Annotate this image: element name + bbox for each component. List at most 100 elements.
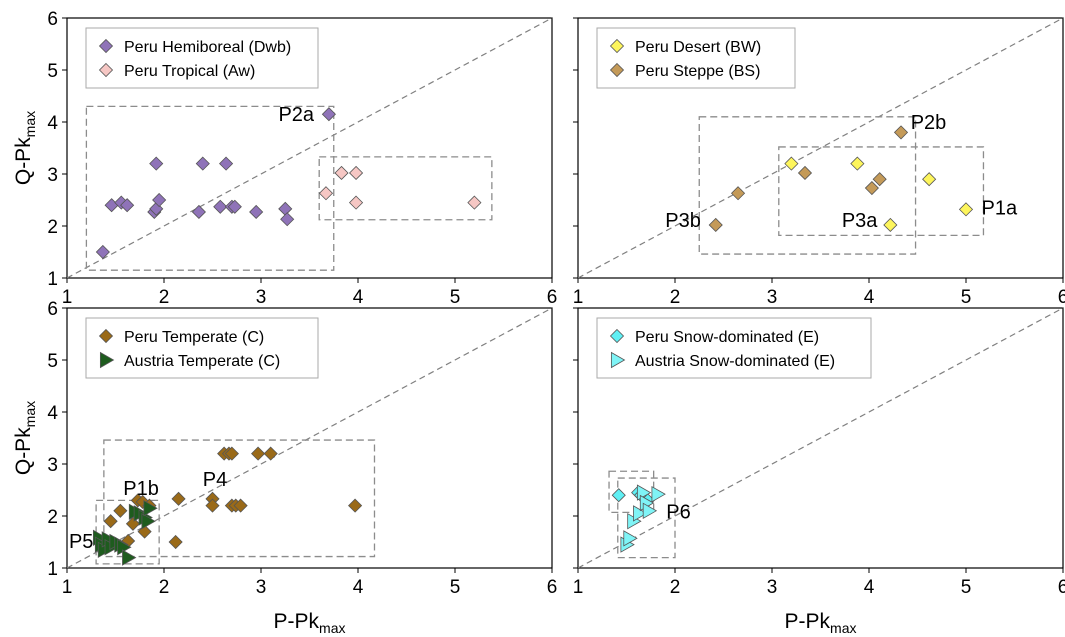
one-to-one-line <box>577 17 1064 279</box>
x-tick-label: 4 <box>353 287 364 308</box>
y-tick-label: 2 <box>47 507 58 528</box>
legend-label: Austria Temperate (C) <box>124 353 280 370</box>
chart-panel-2: 1 2 3 4 5 6 P2b P3a P3b P1a Peru Desert (BW) Peru S… <box>573 17 1065 308</box>
series-2 <box>708 125 909 233</box>
y-axis-label-main: Q-Pk <box>12 427 35 475</box>
x-tick-label: 6 <box>547 577 558 598</box>
legend-box <box>85 27 319 89</box>
legend-marker <box>609 328 625 344</box>
series-1 <box>103 446 363 550</box>
data-point <box>168 534 183 550</box>
y-axis-label-main: Q-Pk <box>12 137 35 185</box>
x-tick-label: 3 <box>767 577 778 598</box>
data-point <box>152 192 167 208</box>
data-point <box>784 156 799 171</box>
legend: Peru Hemiboreal (Dwb) Peru Tropical (Aw) <box>85 27 319 89</box>
x-tick-label: 1 <box>62 577 73 598</box>
legend-marker <box>610 351 626 369</box>
data-point <box>251 446 266 461</box>
series-2 <box>92 500 158 566</box>
cluster-box <box>103 439 376 558</box>
data-point <box>205 498 220 513</box>
x-axis-label-main: P-Pk <box>274 610 320 633</box>
point-label: P2b <box>911 112 947 134</box>
plot-frame <box>577 17 1064 279</box>
data-point <box>122 549 137 566</box>
axis-ticks: 1 2 3 4 5 6 <box>573 307 1065 598</box>
x-tick-label: 1 <box>573 577 584 598</box>
point-label: P3a <box>842 210 878 232</box>
axis-ticks: 1 2 3 4 5 6 1 2 3 4 5 6 <box>47 299 557 598</box>
data-point <box>249 204 264 220</box>
x-tick-label: 5 <box>961 577 972 598</box>
x-tick-label: 2 <box>670 577 681 598</box>
legend: Peru Desert (BW) Peru Steppe (BS) <box>596 27 796 89</box>
y-tick-label: 3 <box>47 165 58 186</box>
data-point <box>348 498 363 513</box>
data-point <box>642 502 658 519</box>
x-tick-label: 5 <box>450 577 461 598</box>
x-tick-label: 5 <box>961 287 972 308</box>
legend-label: Peru Hemiboreal (Dwb) <box>124 39 291 56</box>
data-point <box>227 199 242 214</box>
point-label: P1b <box>123 478 159 500</box>
legend-label: Peru Snow-dominated (E) <box>635 329 819 346</box>
data-point <box>141 513 156 530</box>
cluster-box <box>608 470 655 514</box>
data-point <box>864 180 879 196</box>
data-point <box>893 125 909 140</box>
legend: Peru Snow-dominated (E) Austria Snow-domi… <box>596 317 872 379</box>
point-label: P3b <box>665 210 701 232</box>
x-tick-label: 2 <box>159 287 170 308</box>
data-point <box>137 524 152 539</box>
data-point <box>348 165 364 181</box>
legend: Peru Temperate (C) Austria Temperate (C) <box>85 317 319 379</box>
data-point <box>922 172 937 187</box>
chart-panel-4: 1 2 3 4 5 6 P6 Peru Snow-dominated (E) Austria S… <box>573 307 1065 636</box>
data-point <box>213 199 228 214</box>
cluster-box <box>617 477 676 559</box>
one-to-one-line <box>66 17 553 279</box>
data-point <box>708 217 723 233</box>
data-point <box>224 446 239 461</box>
point-label: P5 <box>69 531 93 553</box>
data-point <box>730 186 746 201</box>
y-axis-label: Q-Pkmax <box>12 111 38 185</box>
data-point <box>850 156 865 171</box>
point-label: P2a <box>278 104 314 126</box>
data-point <box>651 485 666 503</box>
x-axis-label-main: P-Pk <box>785 610 831 633</box>
data-point <box>321 107 336 122</box>
legend-label: Peru Steppe (BS) <box>635 63 760 80</box>
legend-box <box>85 317 319 379</box>
data-point <box>120 198 135 213</box>
data-point <box>233 498 248 513</box>
data-point <box>623 530 638 547</box>
data-point <box>104 198 119 213</box>
series-1 <box>95 107 336 260</box>
one-to-one-line <box>577 307 1064 569</box>
plot-frame <box>66 307 553 569</box>
cluster-box <box>778 146 985 237</box>
y-tick-label: 2 <box>47 217 58 238</box>
data-point <box>191 204 206 220</box>
y-axis-label-subscript: max <box>22 111 38 137</box>
x-axis-label-subscript: max <box>319 620 345 636</box>
x-tick-label: 6 <box>547 287 558 308</box>
data-point <box>467 195 482 210</box>
point-label: P6 <box>666 502 690 524</box>
y-tick-label: 5 <box>47 351 58 372</box>
data-point <box>318 186 334 201</box>
x-axis-label: P-Pkmax <box>274 610 346 636</box>
data-point <box>125 516 141 531</box>
y-tick-label: 4 <box>47 403 58 424</box>
x-tick-label: 6 <box>1058 287 1065 308</box>
legend-label: Austria Snow-dominated (E) <box>635 353 835 370</box>
legend-box <box>596 317 872 379</box>
series-2 <box>318 165 482 210</box>
data-point <box>171 491 186 506</box>
legend-marker <box>98 62 114 78</box>
y-tick-label: 3 <box>47 455 58 476</box>
